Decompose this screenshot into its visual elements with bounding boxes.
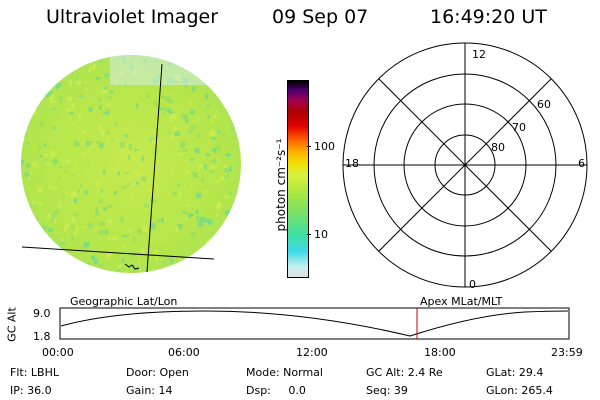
time-label: 16:49:20 UT <box>430 6 547 28</box>
coastline-segment <box>124 263 140 270</box>
timeline-xtick-0: 00:00 <box>42 346 74 359</box>
lat-label-80: 80 <box>491 141 505 154</box>
colorbar-unit-label: photon cm⁻²s⁻¹ <box>274 138 288 232</box>
colorbar-tick-10 <box>307 234 311 235</box>
status-ip: IP: 36.0 <box>10 384 52 397</box>
status-dsp: Dsp: 0.0 <box>246 384 306 397</box>
mlt-label-6: 6 <box>578 157 585 170</box>
status-seq: Seq: 39 <box>366 384 408 397</box>
lat-label-70: 70 <box>512 121 526 134</box>
timeline-right-title: Apex MLat/MLT <box>420 295 503 308</box>
status-gain: Gain: 14 <box>126 384 173 397</box>
status-mode: Mode: Normal <box>246 366 323 379</box>
colorbar-label-100: 100 <box>314 140 335 153</box>
timeline-xtick-2: 12:00 <box>296 346 328 359</box>
timeline-ytick-9: 9.0 <box>33 307 51 320</box>
timeline-ytick-1.8: 1.8 <box>33 330 51 343</box>
status-door: Door: Open <box>126 366 189 379</box>
status-filter: Flt: LBHL <box>10 366 59 379</box>
lat-label-60: 60 <box>537 98 551 111</box>
latitude-line <box>21 246 215 260</box>
status-glat: GLat: 29.4 <box>486 366 544 379</box>
uv-image-disk <box>21 55 241 273</box>
polar-mlt-plot <box>342 42 588 288</box>
mlt-label-18: 18 <box>345 157 359 170</box>
timeline-left-title: Geographic Lat/Lon <box>70 295 178 308</box>
meridian-line <box>146 63 163 273</box>
instrument-title: Ultraviolet Imager <box>46 6 219 28</box>
status-gc-alt: GC Alt: 2.4 Re <box>366 366 443 379</box>
colorbar-label-10: 10 <box>314 228 328 241</box>
mlt-label-0: 0 <box>469 278 476 291</box>
mlt-label-12: 12 <box>472 48 486 61</box>
timeline-axis-label: GC Alt <box>5 307 19 342</box>
date-label: 09 Sep 07 <box>272 6 369 28</box>
colorbar-tick-100 <box>307 146 311 147</box>
timeline-xtick-1: 06:00 <box>168 346 200 359</box>
timeline-xtick-3: 18:00 <box>424 346 456 359</box>
status-glon: GLon: 265.4 <box>486 384 553 397</box>
altitude-curve <box>60 310 569 337</box>
timeline-plot <box>59 307 570 340</box>
colorbar <box>287 80 309 278</box>
timeline-xtick-4: 23:59 <box>551 346 583 359</box>
